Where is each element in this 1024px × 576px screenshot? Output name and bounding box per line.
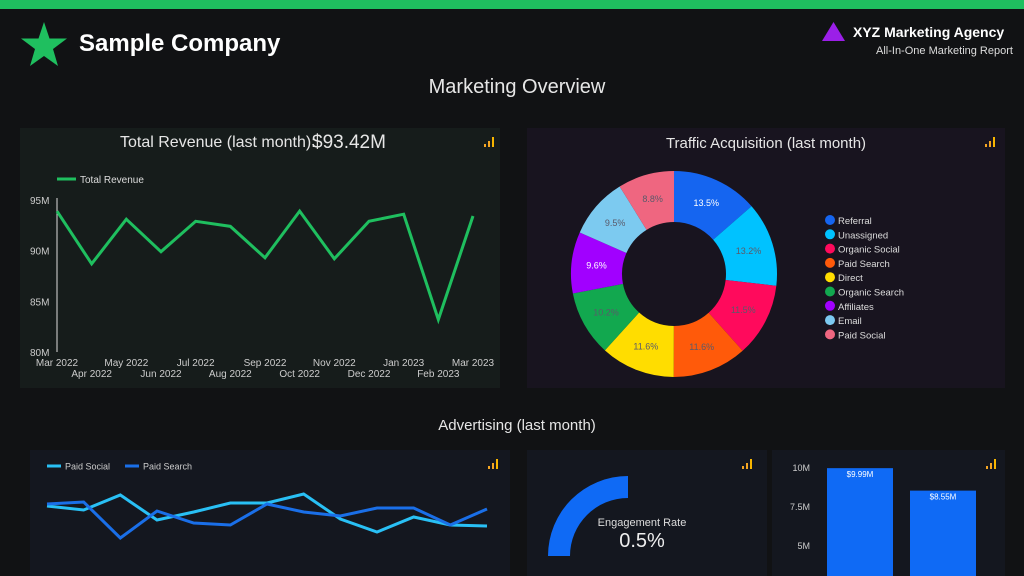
star-logo-icon [21, 22, 67, 66]
bar [910, 490, 976, 576]
ads-line-chart: Paid Social Paid Search [46, 462, 488, 540]
y-tick-label: 10M [792, 463, 810, 473]
slice-label: 8.8% [642, 194, 663, 204]
analytics-icon[interactable] [986, 459, 996, 469]
legend-label: Organic Search [838, 288, 904, 299]
x-tick-label: Jul 2022 [177, 358, 215, 369]
gauge-panel: Engagement Rate 0.5% [527, 450, 767, 576]
traffic-panel: Traffic Acquisition (last month) 13.5% Re… [527, 128, 1005, 388]
donut-slice [579, 186, 647, 254]
donut-slice [674, 171, 752, 240]
donut-slice [673, 312, 743, 377]
legend-label: Paid Search [143, 462, 192, 472]
donut-slice [571, 232, 627, 294]
legend-swatch [825, 215, 835, 225]
donut-slice [604, 312, 674, 377]
legend-label: Affiliates [838, 302, 874, 313]
analytics-icon[interactable] [488, 459, 498, 469]
top-accent-bar [0, 0, 1024, 9]
triangle-logo-icon [822, 22, 845, 41]
legend-swatch [825, 229, 835, 240]
agency-name: XYZ Marketing Agency [853, 24, 1005, 40]
slice-label: 13.5% [693, 198, 719, 208]
x-tick-label: Sep 2022 [244, 358, 287, 369]
analytics-icon[interactable] [985, 137, 995, 147]
legend-swatch [825, 257, 835, 268]
y-tick-label: 5M [797, 541, 810, 551]
bar [827, 468, 893, 576]
slice-label: 11.5% [731, 305, 756, 315]
analytics-icon[interactable] [484, 137, 494, 147]
donut-slice [572, 283, 640, 351]
legend-label: Direct [838, 273, 863, 284]
ads-bar-panel: 10M 7.5M 5M $9.99M $8.55M [772, 450, 1005, 576]
x-tick-label: Mar 2023 [452, 358, 495, 369]
legend-label: Paid Search [838, 259, 890, 270]
ads-line-panel: Paid Social Paid Search [30, 450, 510, 576]
legend-label: Referral [838, 216, 872, 227]
slice-label: 9.6% [586, 260, 607, 270]
legend-label: Total Revenue [80, 175, 144, 186]
legend-label: Paid Social [838, 330, 886, 341]
bar-value-label: $8.55M [930, 493, 957, 502]
legend-label: Organic Social [838, 245, 900, 256]
traffic-title: Traffic Acquisition (last month) [665, 135, 867, 152]
analytics-icon[interactable] [742, 459, 752, 469]
legend-swatch [825, 329, 835, 340]
traffic-donut-chart: 13.5% Referral 13.2% Unassigned 11.5% Organic… [571, 171, 904, 377]
revenue-line [55, 208, 475, 325]
x-tick-label: Feb 2023 [417, 369, 460, 380]
slice-label: 9.5% [605, 218, 626, 228]
x-tick-label: Aug 2022 [209, 369, 252, 380]
x-tick-label: Apr 2022 [71, 369, 112, 380]
x-tick-label: Dec 2022 [348, 369, 391, 380]
donut-slice [708, 279, 777, 351]
legend-label: Email [838, 316, 862, 327]
y-tick-label: 95M [30, 196, 49, 207]
x-tick-label: Nov 2022 [313, 358, 356, 369]
legend-swatch [825, 315, 835, 326]
x-tick-label: Oct 2022 [279, 369, 320, 380]
ads-bar-chart: 10M 7.5M 5M $9.99M $8.55M [790, 463, 976, 576]
ads-series-line [46, 500, 488, 540]
x-tick-label: May 2022 [104, 358, 148, 369]
slice-label: 11.6% [633, 342, 658, 352]
gauge-value: 0.5% [619, 530, 665, 552]
bar-value-label: $9.99M [847, 470, 874, 479]
legend-swatch [825, 243, 835, 254]
slice-label: 13.2% [736, 246, 762, 256]
slice-label: 10.2% [593, 307, 619, 317]
legend-label: Paid Social [65, 462, 110, 472]
legend-swatch [825, 300, 835, 311]
y-tick-label: 80M [30, 348, 49, 359]
donut-slice [713, 206, 777, 286]
y-tick-label: 90M [30, 247, 49, 258]
engagement-gauge [548, 476, 628, 556]
gauge-label: Engagement Rate [597, 517, 687, 529]
advertising-title: Advertising (last month) [438, 417, 596, 434]
x-tick-label: Mar 2022 [36, 358, 79, 369]
legend-swatch [825, 286, 835, 297]
revenue-panel: Total Revenue (last month): $93.42M 95M 9… [20, 128, 500, 388]
y-tick-label: 85M [30, 297, 49, 308]
company-name: Sample Company [79, 30, 281, 57]
revenue-value: $93.42M [312, 132, 386, 153]
legend-swatch [825, 272, 835, 283]
x-tick-label: Jun 2022 [140, 369, 182, 380]
slice-label: 11.6% [689, 342, 714, 352]
revenue-title: Total Revenue (last month): [120, 134, 316, 151]
y-tick-label: 7.5M [790, 502, 810, 512]
report-subtitle: All-In-One Marketing Report [876, 45, 1013, 57]
gauge-arc [548, 476, 628, 556]
page-title: Marketing Overview [428, 76, 606, 98]
x-tick-label: Jan 2023 [383, 358, 425, 369]
donut-slice [619, 171, 674, 230]
legend-label: Unassigned [838, 230, 888, 241]
